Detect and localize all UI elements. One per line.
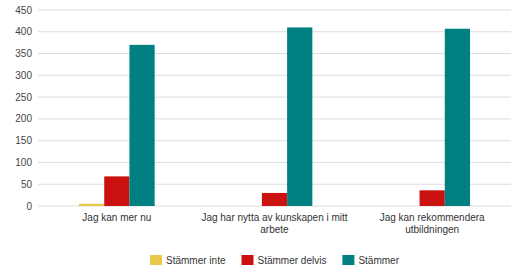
y-tick-label: 350 (15, 48, 32, 59)
grid (38, 10, 511, 206)
x-tick-label: Jag kan rekommenderautbildningen (380, 212, 485, 235)
y-tick-label: 250 (15, 92, 32, 103)
y-tick-label: 450 (15, 5, 32, 16)
y-tick-label: 50 (21, 179, 33, 190)
x-tick-label: Jag har nytta av kunskapen i mittarbete (201, 212, 347, 235)
grid-line (38, 31, 511, 32)
grid-line (38, 75, 511, 76)
legend-label: Stämmer delvis (258, 255, 327, 266)
x-tick-label-line: utbildningen (405, 224, 459, 235)
legend-label: Stämmer inte (166, 255, 226, 266)
bar (445, 29, 470, 206)
chart-svg: 0 50 100 150 200 250 300 350 400 450 Jag kan mer n… (0, 0, 521, 278)
y-tick-label: 200 (15, 113, 32, 124)
y-tick-label: 150 (15, 135, 32, 146)
grid-line (38, 53, 511, 54)
chart-container: 0 50 100 150 200 250 300 350 400 450 Jag kan mer n… (0, 0, 521, 278)
bar (237, 206, 262, 207)
bar (262, 193, 287, 206)
grid-line (38, 140, 511, 141)
y-tick-label: 100 (15, 157, 32, 168)
grid-line (38, 162, 511, 163)
x-tick-label-line: Jag har nytta av kunskapen i mitt (201, 212, 347, 223)
bar (79, 204, 104, 206)
y-tick-label: 400 (15, 26, 32, 37)
y-tick-label: 0 (26, 201, 32, 212)
grid-line (38, 97, 511, 98)
legend-label: Stämmer (358, 255, 399, 266)
grid-line (38, 118, 511, 119)
legend-swatch (242, 255, 254, 265)
legend-item: Stämmer delvis (242, 255, 327, 266)
x-tick-label-line: Jag kan mer nu (82, 212, 151, 223)
y-tick-label: 300 (15, 70, 32, 81)
x-tick-label-line: Jag kan rekommendera (380, 212, 485, 223)
x-tick-label-line: arbete (260, 224, 289, 235)
bars (79, 27, 470, 206)
x-tick-label: Jag kan mer nu (82, 212, 151, 223)
bar (104, 176, 129, 206)
bar (129, 45, 154, 206)
legend: Stämmer inte Stämmer delvis Stämmer (150, 255, 400, 266)
legend-item: Stämmer inte (150, 255, 226, 266)
bar (420, 190, 445, 206)
bar (394, 206, 419, 207)
legend-item: Stämmer (342, 255, 399, 266)
grid-line (38, 10, 511, 11)
legend-swatch (342, 255, 354, 265)
legend-swatch (150, 255, 162, 265)
bar (287, 27, 312, 206)
